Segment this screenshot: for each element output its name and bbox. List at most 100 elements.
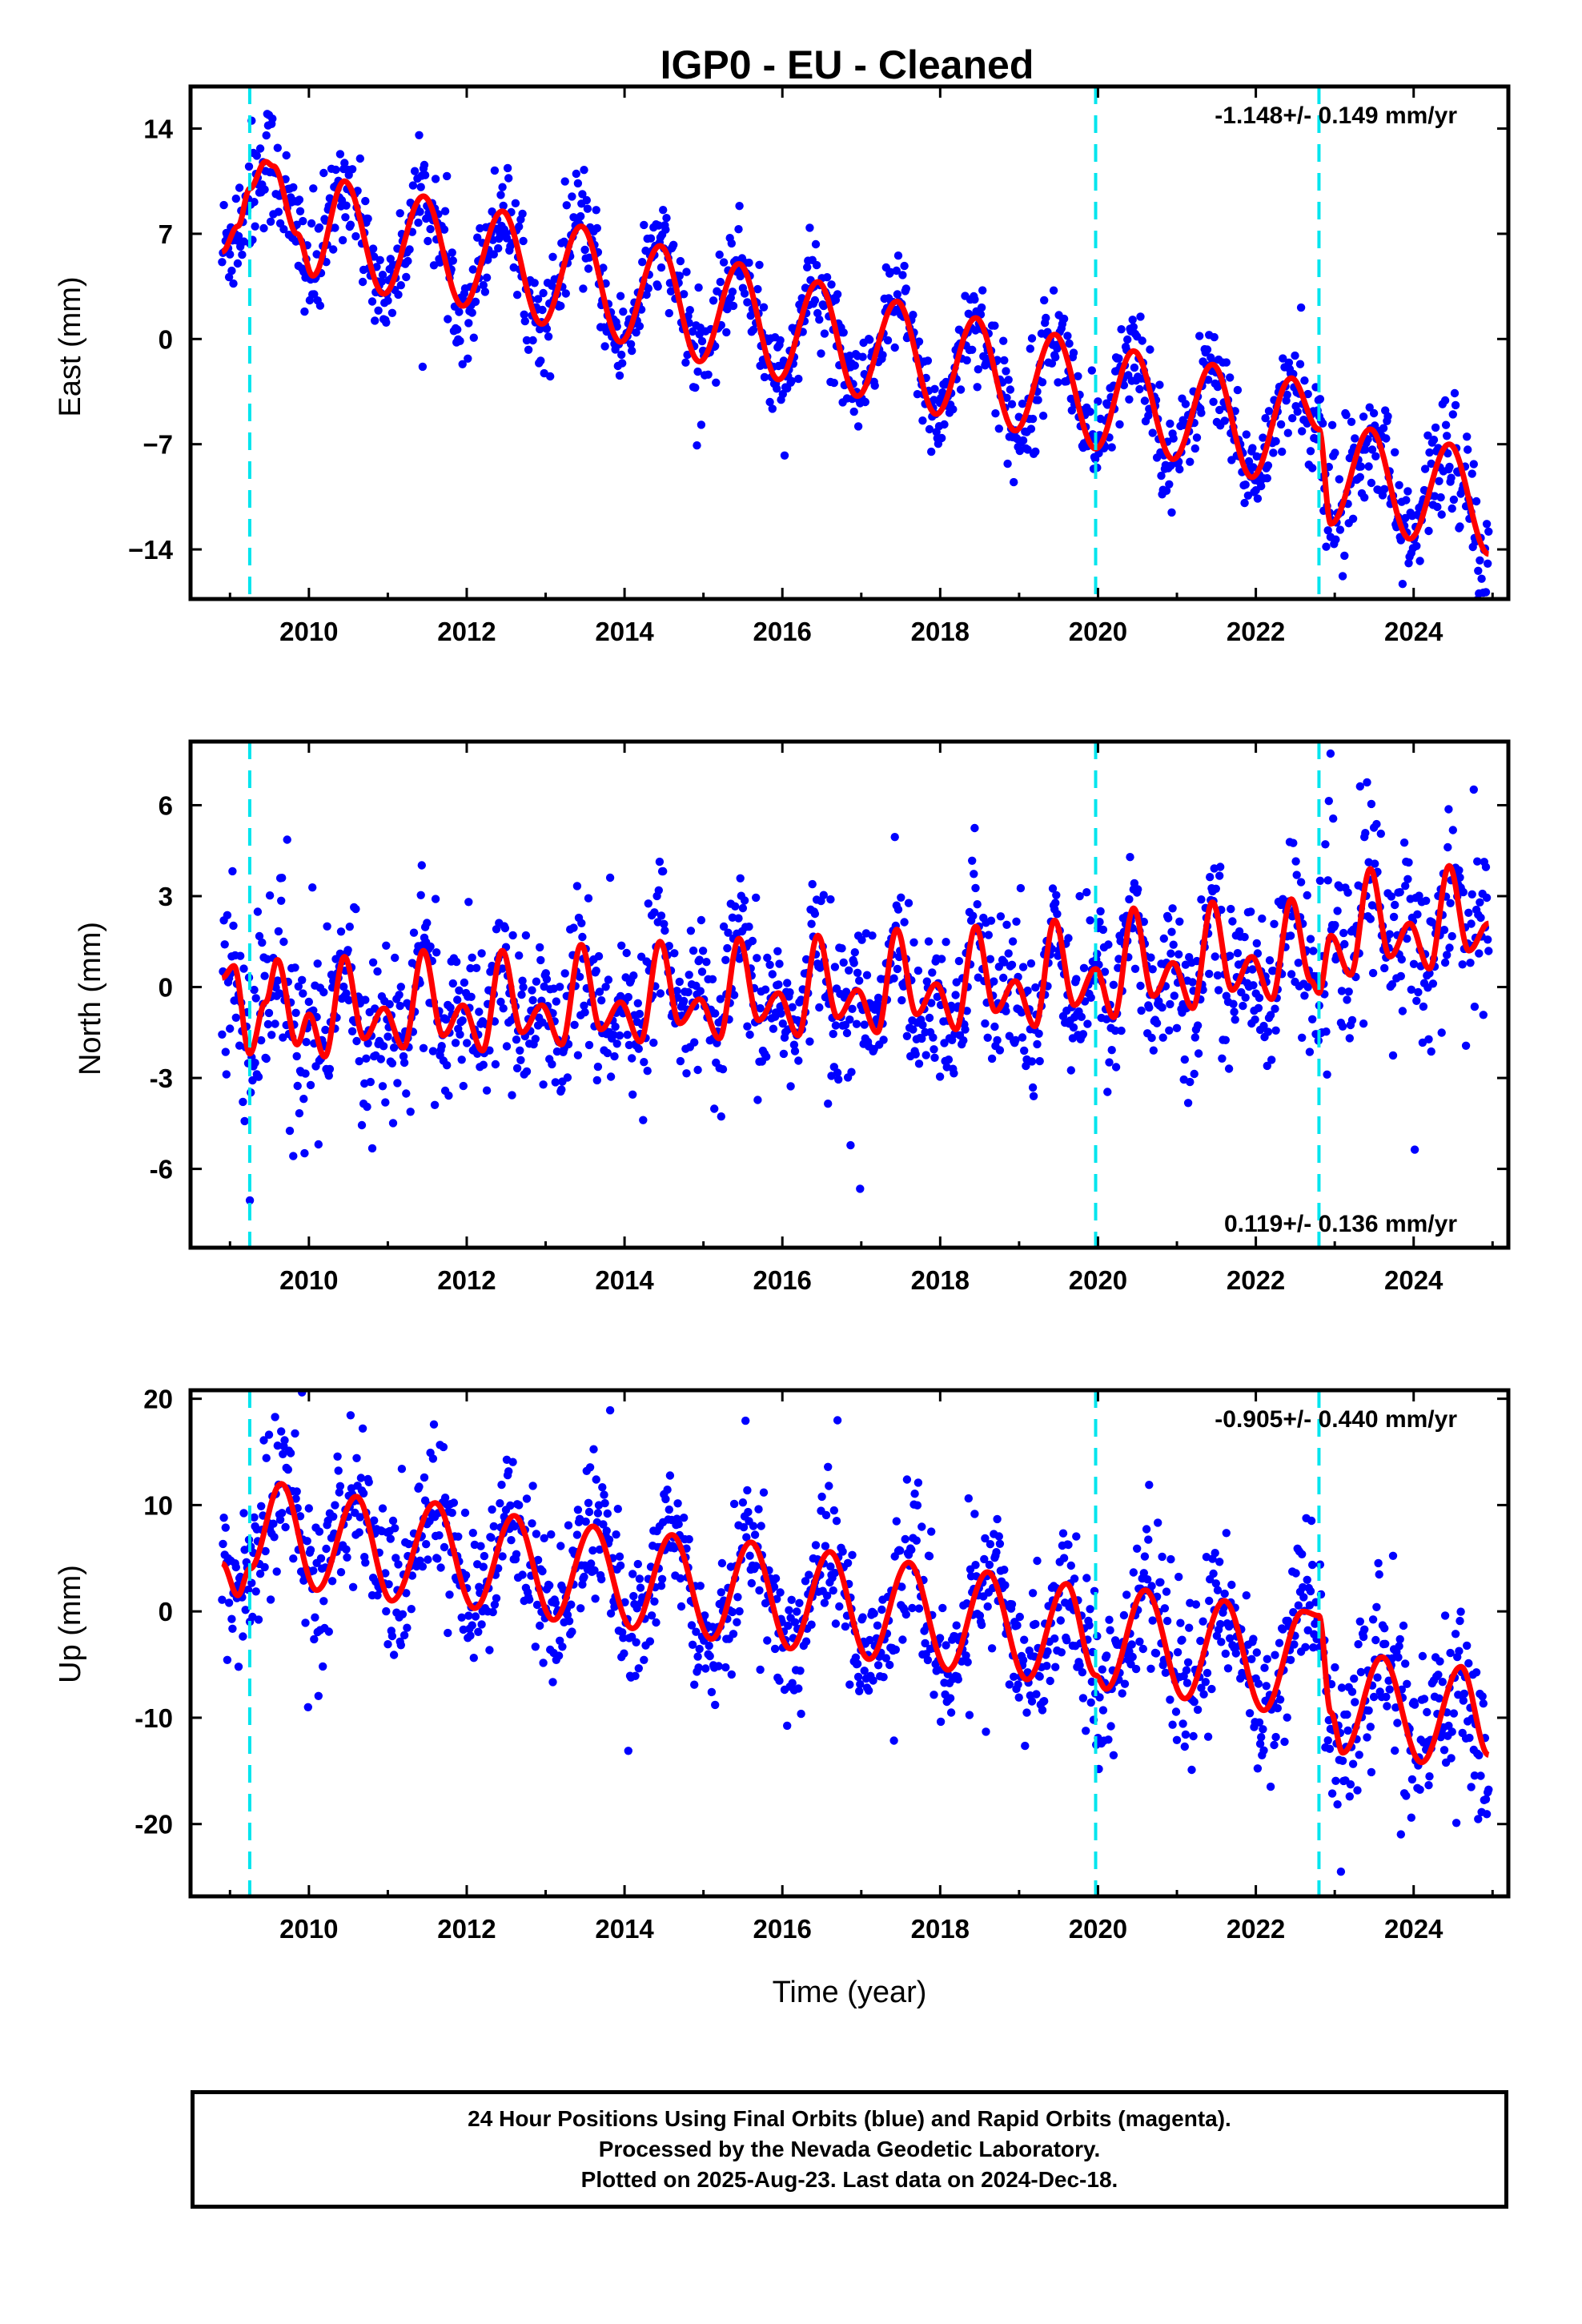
data-point [1114,955,1123,963]
data-point [790,1047,800,1055]
data-point [1136,981,1145,991]
data-point [718,1065,728,1074]
data-point [1407,985,1416,995]
data-point [267,1031,276,1039]
data-point [391,1524,400,1533]
data-point [1166,949,1175,958]
data-point [1463,1641,1472,1651]
data-point [1217,1638,1226,1647]
data-point [459,1081,468,1091]
data-point [1186,1077,1195,1087]
data-point [653,282,662,291]
data-point [584,1507,594,1517]
data-point [1181,400,1191,408]
data-point [528,986,536,995]
data-point [909,311,917,320]
data-point [711,1009,720,1018]
data-point [1331,1776,1340,1785]
data-point [1360,493,1369,502]
data-point [805,1037,814,1046]
data-point [624,992,632,1002]
data-point [1298,1550,1307,1559]
data-point [1278,447,1287,456]
data-point [452,957,461,967]
data-point [1028,414,1038,424]
data-point [778,1019,787,1028]
data-point [252,151,261,160]
data-point [1261,414,1270,423]
data-point [736,874,745,883]
data-point [831,1021,841,1030]
data-point [855,1687,864,1695]
data-point [635,1009,644,1019]
data-point [1180,1742,1190,1751]
data-point [456,1030,464,1039]
data-point [518,976,527,985]
data-point [745,258,753,267]
data-point [727,1670,736,1679]
data-point [339,982,348,991]
data-point [327,1577,337,1586]
data-point [952,1621,961,1630]
data-point [1355,472,1365,481]
data-point [717,1558,727,1568]
data-point [1447,1754,1456,1763]
data-point [1300,991,1309,1000]
data-point [1384,1676,1393,1685]
data-point [1144,411,1153,420]
data-point [383,1032,392,1041]
data-point [1291,351,1299,360]
data-point [335,1482,345,1491]
data-point [331,165,340,175]
data-point [355,1513,364,1522]
data-point [1018,1033,1027,1042]
data-point [1178,1635,1186,1644]
data-point [1118,1689,1126,1698]
data-point [415,1482,424,1491]
data-point [1395,1634,1404,1644]
data-point [279,937,288,947]
data-point [1356,1667,1366,1677]
data-point [632,1638,640,1647]
data-point [1399,838,1409,847]
data-point [1440,958,1450,967]
data-point [918,416,927,425]
data-point [1094,397,1102,406]
data-point [689,946,698,955]
data-point [913,390,922,399]
data-point [690,1680,699,1689]
data-point [254,1072,263,1081]
data-point [584,253,594,262]
data-point [1018,1655,1028,1665]
data-point [466,1631,475,1640]
data-point [1482,893,1492,903]
data-point [889,1736,898,1745]
data-point [917,1522,926,1531]
data-point [457,1055,466,1064]
data-point [701,1664,710,1673]
data-point [567,1600,576,1609]
data-point [504,1467,513,1476]
data-point [592,223,601,233]
north-data-layer [218,749,1493,1205]
data-point [383,296,392,305]
data-point [761,985,770,994]
data-point [499,1004,508,1013]
data-point [454,1532,463,1542]
data-point [1343,1726,1352,1735]
x-tick-label: 2010 [279,1914,338,1944]
data-point [592,967,600,975]
data-point [587,1559,596,1568]
data-point [660,919,669,929]
data-point [856,1184,865,1193]
data-point [1376,829,1386,838]
data-point [1220,416,1229,425]
data-point [519,236,528,246]
data-point [1152,1019,1162,1027]
data-point [1119,380,1129,390]
data-point [1447,1727,1456,1736]
data-point [1267,1055,1276,1064]
data-point [753,284,762,294]
data-point [282,151,291,160]
data-point [430,1100,440,1110]
